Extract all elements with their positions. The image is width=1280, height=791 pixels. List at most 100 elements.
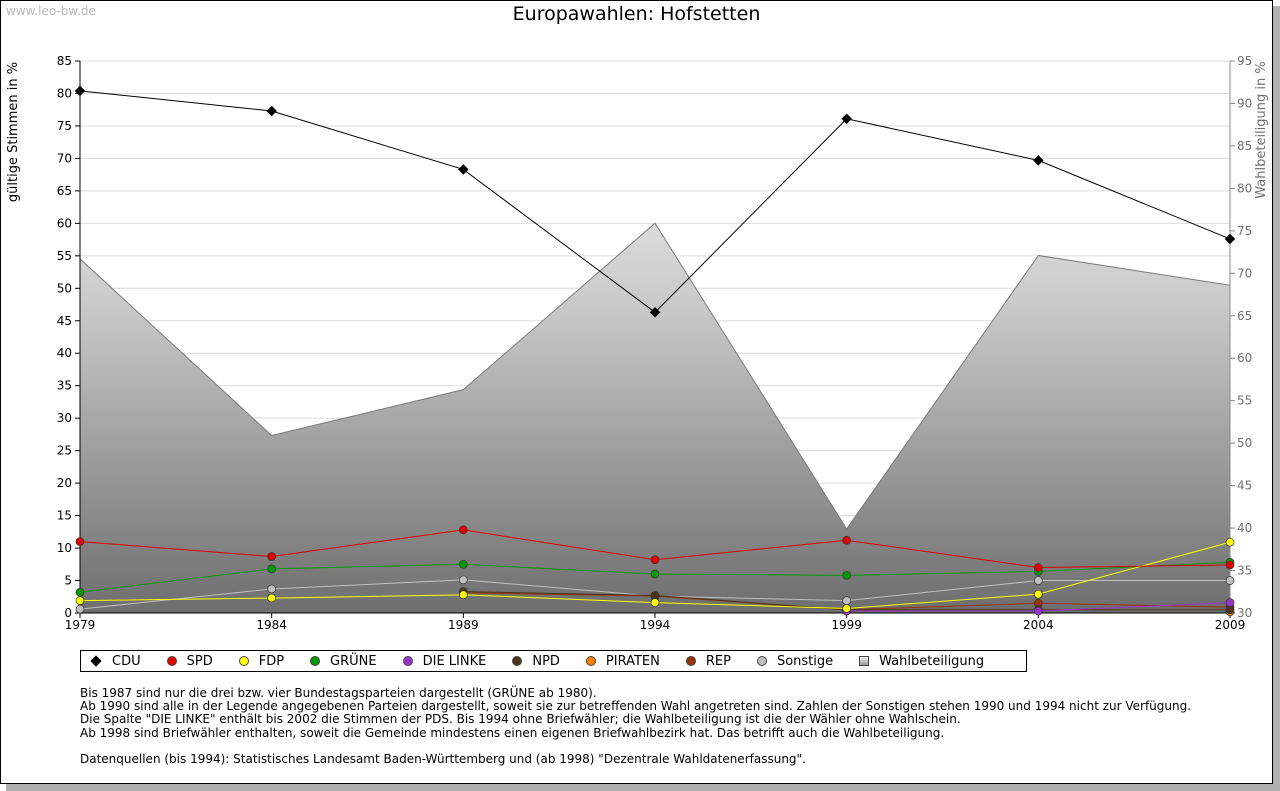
y-tick-label: 0: [64, 606, 72, 620]
legend-item-spd: SPD: [166, 654, 213, 669]
y-right-tick-label: 45: [1237, 479, 1252, 493]
gr-ne-point: [458, 559, 468, 569]
y-tick-label: 10: [57, 541, 72, 555]
legend-label-rep: REP: [705, 653, 731, 669]
die-linke-point: [1033, 606, 1043, 616]
spd-point: [1033, 563, 1043, 572]
legend: CDU SPD FDP GRÜNE DIE LINKE NPD PIRATEN REP Sons…: [80, 650, 1027, 672]
y-tick-label: 5: [64, 574, 72, 588]
legend-label-fdp: FDP: [258, 653, 285, 669]
legend-item-rep: REP: [685, 653, 731, 669]
die-linke-point: [1225, 598, 1235, 607]
gr-ne-point: [842, 570, 852, 580]
y-tick-label: 50: [57, 281, 72, 295]
cdu-point: [74, 85, 86, 97]
y-tick-label: 65: [57, 184, 72, 198]
gr-ne-point: [267, 564, 277, 574]
y-tick-label: 40: [57, 346, 72, 360]
legend-label-die-linke: DIE LINKE: [422, 653, 487, 669]
y-tick-label: 85: [57, 54, 72, 68]
watermark: www.leo-bw.de: [6, 4, 96, 18]
fdp-point: [267, 593, 277, 603]
sonstige-point: [75, 604, 85, 614]
frame-shadow-bottom: [6, 784, 1280, 791]
legend-label-npd: NPD: [532, 653, 560, 669]
note-line: Die Spalte "DIE LINKE" enthält bis 2002 …: [80, 712, 961, 727]
y-tick-label: 20: [57, 476, 72, 490]
spd-point: [842, 535, 852, 545]
legend-label-wahlbeteiligung: Wahlbeteiligung: [879, 653, 985, 669]
legend-item-cdu: CDU: [90, 654, 141, 669]
legend-item-gr-ne: GRÜNE: [310, 654, 377, 669]
wahlbeteiligung-line: [79, 222, 1231, 530]
y-right-tick-label: 90: [1237, 96, 1252, 110]
x-tick-label: 1989: [448, 618, 479, 632]
x-tick-label: 1994: [640, 618, 671, 632]
note-line: Bis 1987 sind nur die drei bzw. vier Bun…: [80, 686, 597, 700]
fdp-point: [1033, 589, 1043, 599]
legend-item-npd: NPD: [512, 654, 560, 669]
legend-marker-wahlbeteiligung: [859, 656, 870, 666]
sonstige-point: [1225, 576, 1235, 585]
y-right-tick-label: 55: [1237, 394, 1252, 408]
legend-label-cdu: CDU: [112, 653, 141, 669]
x-tick-label: 2009: [1215, 618, 1246, 632]
y-axis-label: gültige Stimmen in %: [6, 62, 21, 202]
y-right-tick-label: 85: [1237, 139, 1252, 153]
sonstige-point: [267, 584, 277, 594]
cdu-point: [649, 306, 661, 318]
legend-label-piraten: PIRATEN: [605, 653, 660, 669]
x-tick-label: 1984: [256, 618, 287, 632]
gr-ne-point: [75, 587, 85, 597]
x-tick-label: 1979: [65, 618, 96, 632]
legend-marker-die-linke: [402, 656, 413, 666]
y-right-tick-label: 75: [1237, 224, 1252, 238]
spd-point: [75, 537, 85, 546]
cdu-point: [1032, 155, 1044, 166]
x-tick-label: 2004: [1023, 618, 1054, 632]
legend-item-piraten: PIRATEN: [585, 653, 660, 669]
legend-label-sonstige: Sonstige: [776, 653, 834, 669]
y-tick-label: 15: [57, 509, 72, 523]
legend-marker-gr-ne: [310, 656, 321, 666]
note-line: Ab 1990 sind alle in der Legende angegeb…: [80, 699, 1192, 714]
legend-marker-piraten: [585, 656, 596, 666]
legend-marker-sonstige: [756, 656, 767, 666]
y-tick-label: 45: [57, 314, 72, 328]
fdp-point: [842, 604, 852, 613]
y-tick-label: 70: [57, 151, 72, 165]
y-tick-label: 55: [57, 249, 72, 263]
fdp-point: [458, 590, 468, 600]
frame-shadow-right: [1273, 6, 1280, 791]
cdu-point: [841, 113, 853, 125]
note-line: Ab 1998 sind Briefwähler enthalten, sowe…: [80, 725, 945, 740]
sonstige-point: [458, 575, 468, 585]
cdu-point: [1224, 233, 1236, 245]
spd-point: [650, 555, 660, 565]
sonstige-point: [1033, 576, 1043, 585]
legend-marker-spd: [166, 656, 177, 666]
notes: Bis 1987 sind nur die drei bzw. vier Bun…: [80, 686, 1192, 766]
y-right-tick-label: 35: [1237, 564, 1252, 578]
legend-item-sonstige: Sonstige: [756, 653, 834, 669]
cdu-point: [266, 105, 278, 117]
y-tick-label: 30: [57, 411, 72, 425]
spd-point: [1225, 560, 1235, 570]
y-right-axis-label: Wahlbeteiligung in %: [1254, 61, 1269, 198]
y-right-tick-label: 50: [1237, 436, 1252, 450]
chart-title: Europawahlen: Hofstetten: [512, 3, 761, 25]
y-tick-label: 75: [57, 119, 72, 133]
legend-marker-fdp: [238, 656, 249, 666]
spd-point: [267, 552, 277, 561]
legend-marker-cdu: [90, 655, 102, 667]
y-right-tick-label: 40: [1237, 521, 1252, 535]
legend-marker-rep: [685, 656, 696, 666]
x-tick-label: 1999: [831, 618, 862, 632]
gr-ne-point: [650, 569, 660, 579]
fdp-point: [75, 596, 85, 606]
y-tick-label: 35: [57, 379, 72, 393]
y-right-tick-label: 60: [1237, 351, 1252, 365]
cdu-point: [457, 164, 469, 175]
legend-marker-npd: [512, 656, 523, 666]
fdp-point: [1225, 537, 1235, 547]
